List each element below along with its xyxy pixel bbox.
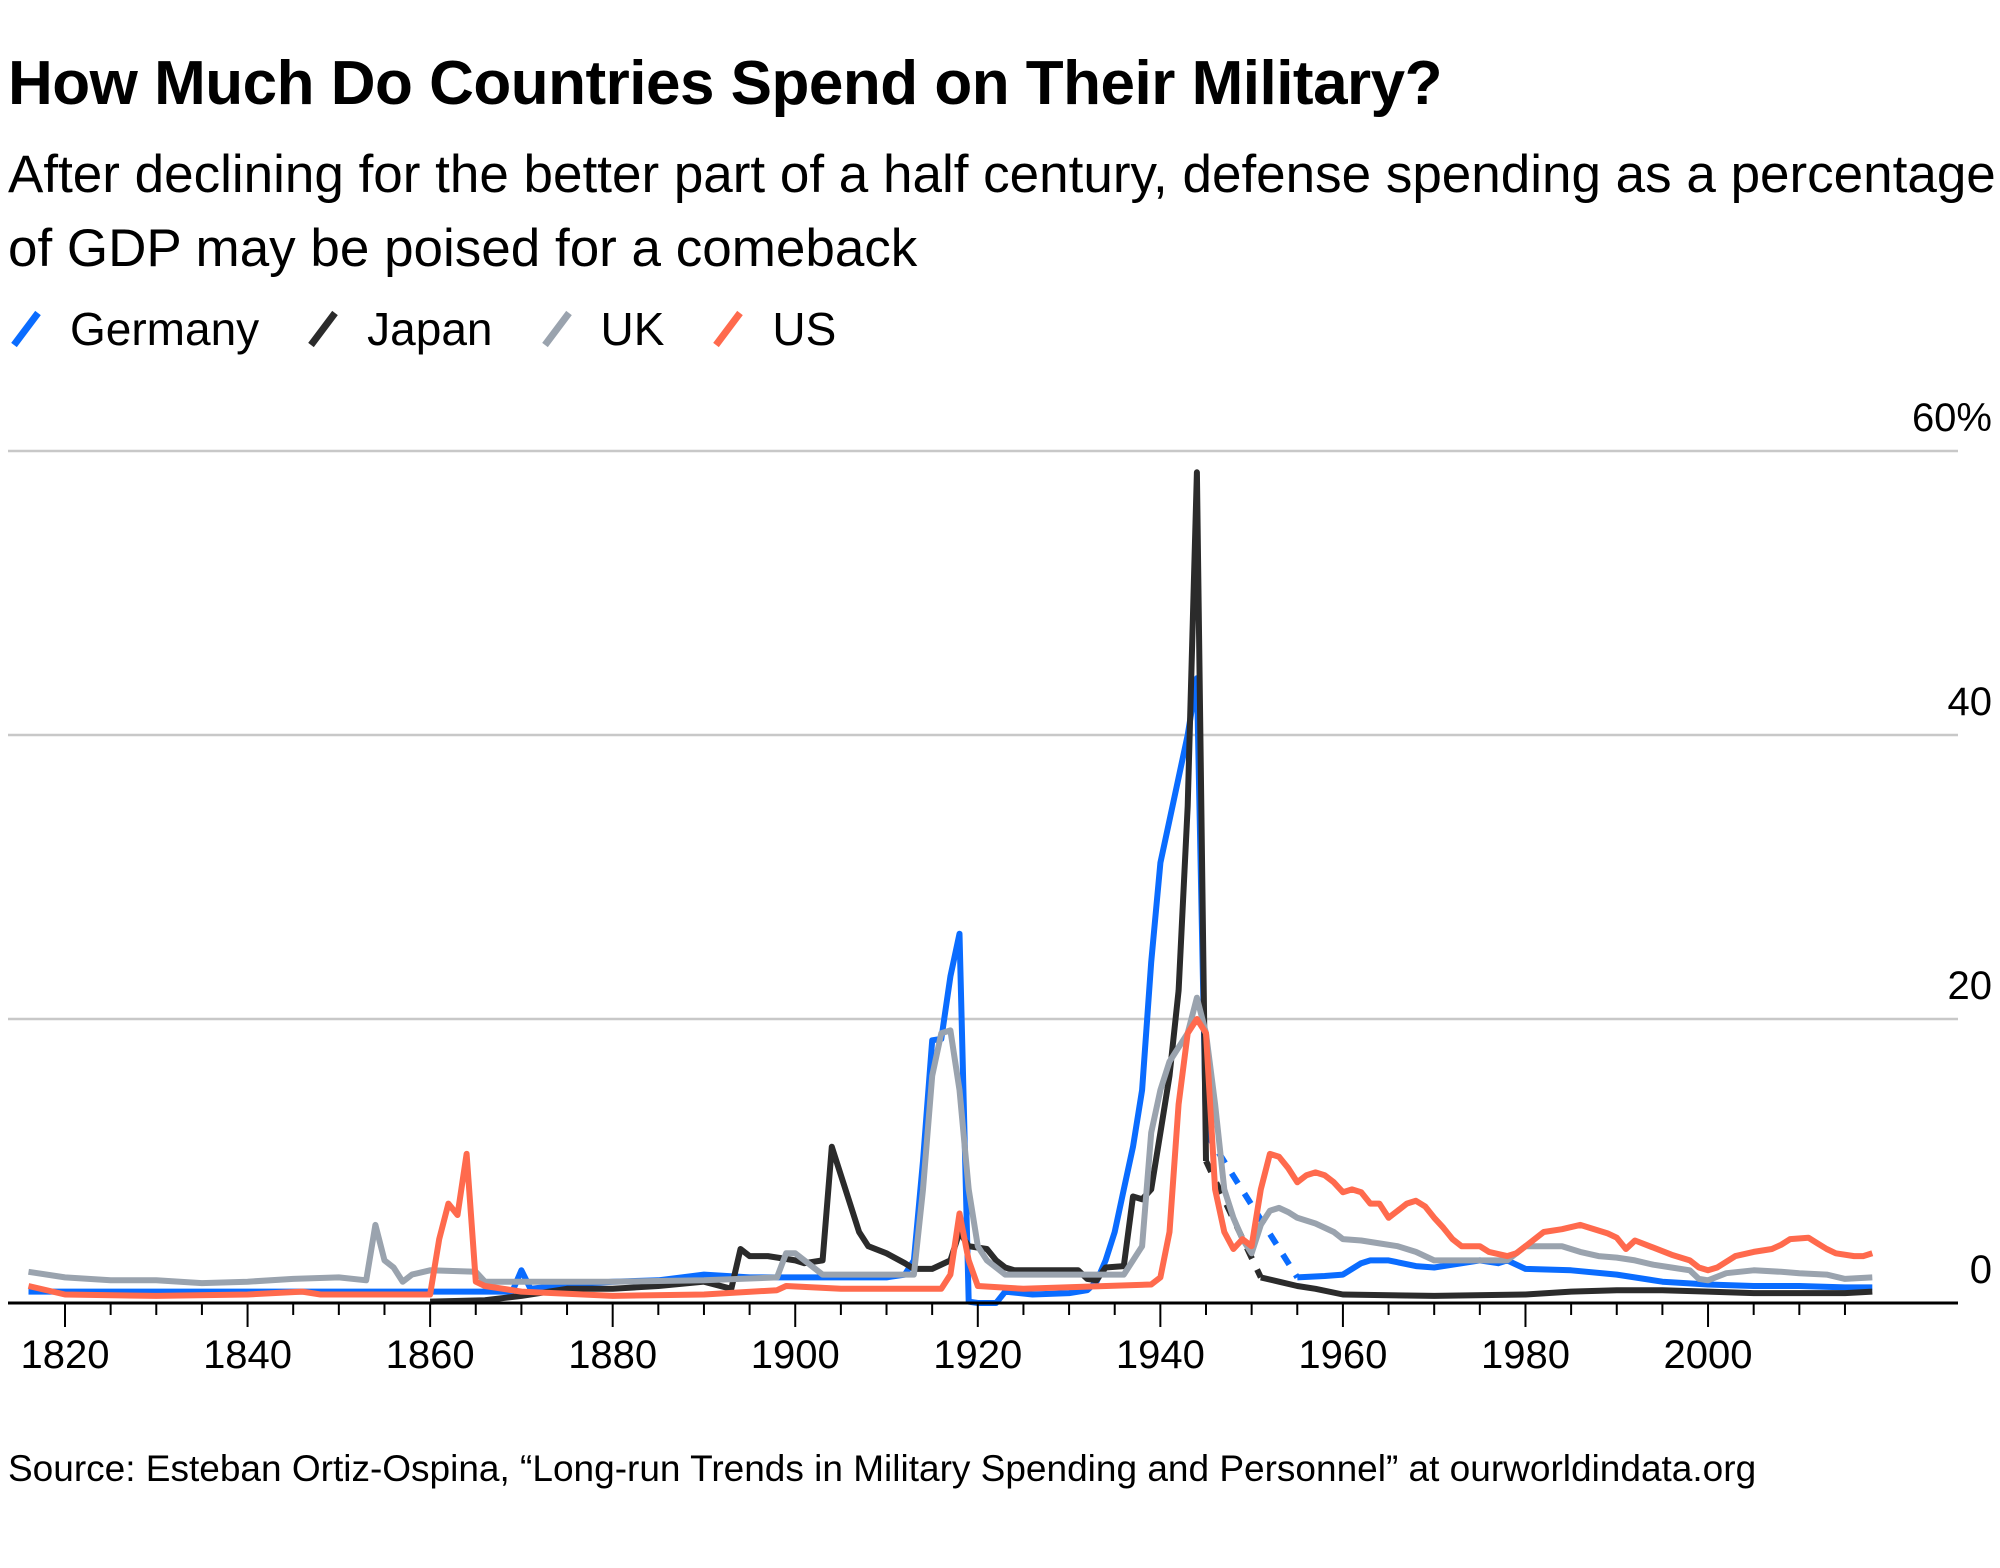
legend-label: Germany — [70, 303, 260, 355]
x-tick-label: 1920 — [933, 1333, 1022, 1377]
series-line-japan-estimated — [1203, 1159, 1264, 1279]
x-tick-label: 1960 — [1298, 1333, 1387, 1377]
x-tick-label: 1840 — [203, 1333, 292, 1377]
legend-swatch — [11, 310, 41, 348]
x-tick-label: 1900 — [751, 1333, 840, 1377]
legend-label: US — [772, 303, 837, 355]
legend-item-germany: Germany — [8, 302, 259, 356]
legend-label: UK — [600, 303, 665, 355]
source-note: Source: Esteban Ortiz-Ospina, “Long-run … — [8, 1448, 1757, 1489]
x-tick-label: 2000 — [1664, 1333, 1753, 1377]
chart-title: How Much Do Countries Spend on Their Mil… — [8, 49, 1443, 118]
series-line-japan-postwar — [1260, 1274, 1873, 1299]
x-tick-label: 1980 — [1481, 1333, 1570, 1377]
x-tick-label: 1880 — [568, 1333, 657, 1377]
x-tick-label: 1940 — [1116, 1333, 1205, 1377]
legend-label: Japan — [367, 303, 493, 355]
series-line-uk — [28, 994, 1873, 1287]
y-tick-label: 0 — [1970, 1248, 1992, 1292]
legend-item-japan: Japan — [305, 302, 493, 356]
legend-swatch — [308, 310, 338, 348]
legend: Germany Japan UK US — [8, 302, 836, 356]
series-line-us — [27, 1016, 1874, 1299]
y-tick-label: 20 — [1948, 964, 1993, 1008]
x-tick-label: 1820 — [21, 1333, 110, 1377]
legend-swatch — [541, 310, 572, 348]
legend-swatch — [713, 310, 744, 348]
y-tick-label: 60% — [1912, 396, 1992, 440]
legend-item-uk: UK — [539, 302, 665, 356]
series-line-germany — [28, 675, 1209, 1306]
y-tick-label: 40 — [1948, 680, 1993, 724]
chart-subtitle: After declining for the better part of a… — [8, 145, 1996, 278]
series-line-japan — [430, 469, 1209, 1305]
line-chart: 0 20 40 60% 1820 1840 1860 1880 1900 1920 1940 1960… — [8, 396, 1993, 1377]
legend-item-us: US — [710, 302, 836, 356]
x-tick-label: 1860 — [386, 1333, 475, 1377]
